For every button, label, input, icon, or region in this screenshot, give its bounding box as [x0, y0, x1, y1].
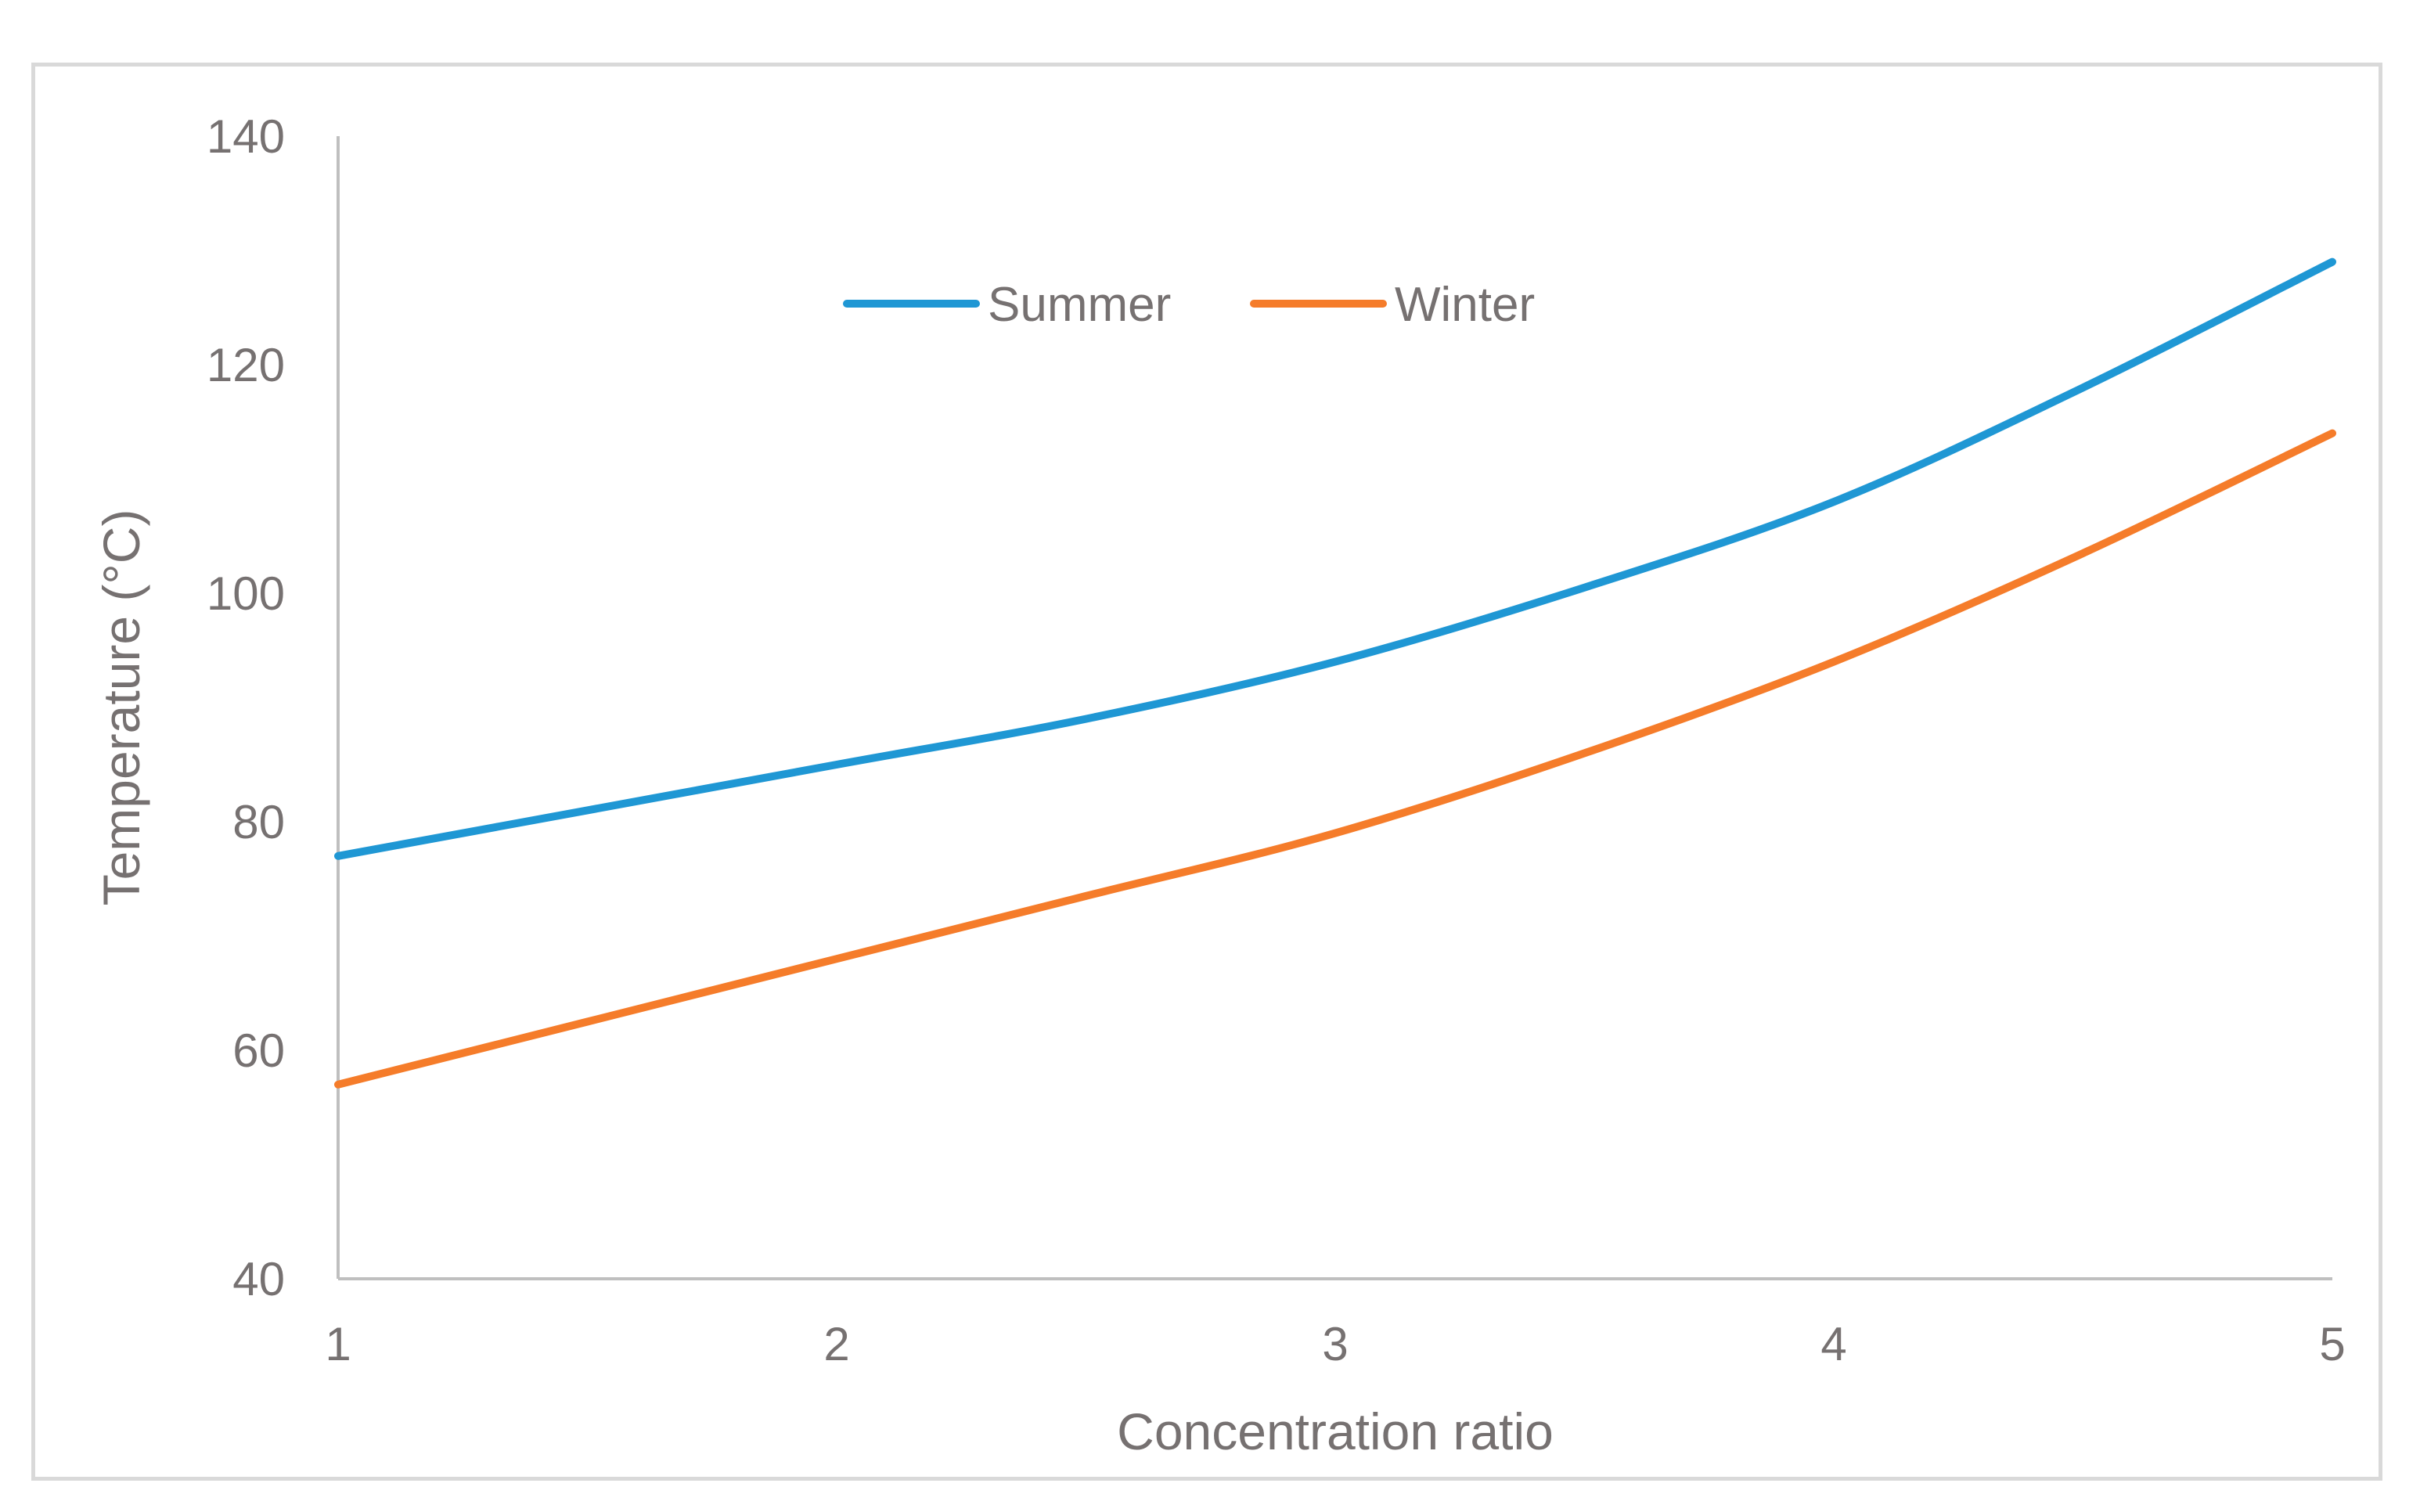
x-axis-title: Concentration ratio [1117, 1402, 1554, 1460]
y-tick-label: 100 [207, 567, 285, 620]
series-line-winter [334, 429, 2336, 1089]
y-tick-label: 60 [232, 1024, 285, 1077]
y-tick-label: 120 [207, 339, 285, 391]
x-tick-labels: 1 2 3 4 5 [325, 1318, 2345, 1370]
x-tick-label: 1 [325, 1318, 351, 1370]
series-lines [334, 257, 2336, 1089]
legend-label-winter: Winter [1395, 278, 1535, 332]
y-tick-label: 40 [232, 1253, 285, 1305]
y-tick-labels: 40 60 80 100 120 140 [207, 110, 285, 1305]
y-axis-title: Temperature (°C) [92, 509, 150, 906]
series-line-summer [334, 257, 2336, 860]
legend-label-summer: Summer [988, 278, 1171, 332]
legend: Summer Winter [843, 278, 1535, 332]
y-tick-label: 140 [207, 110, 285, 163]
x-tick-label: 2 [823, 1318, 849, 1370]
y-tick-label: 80 [232, 796, 285, 848]
x-tick-label: 3 [1322, 1318, 1348, 1370]
x-tick-label: 5 [2319, 1318, 2345, 1370]
chart-frame [31, 63, 2382, 1481]
x-tick-label: 4 [1820, 1318, 1846, 1370]
